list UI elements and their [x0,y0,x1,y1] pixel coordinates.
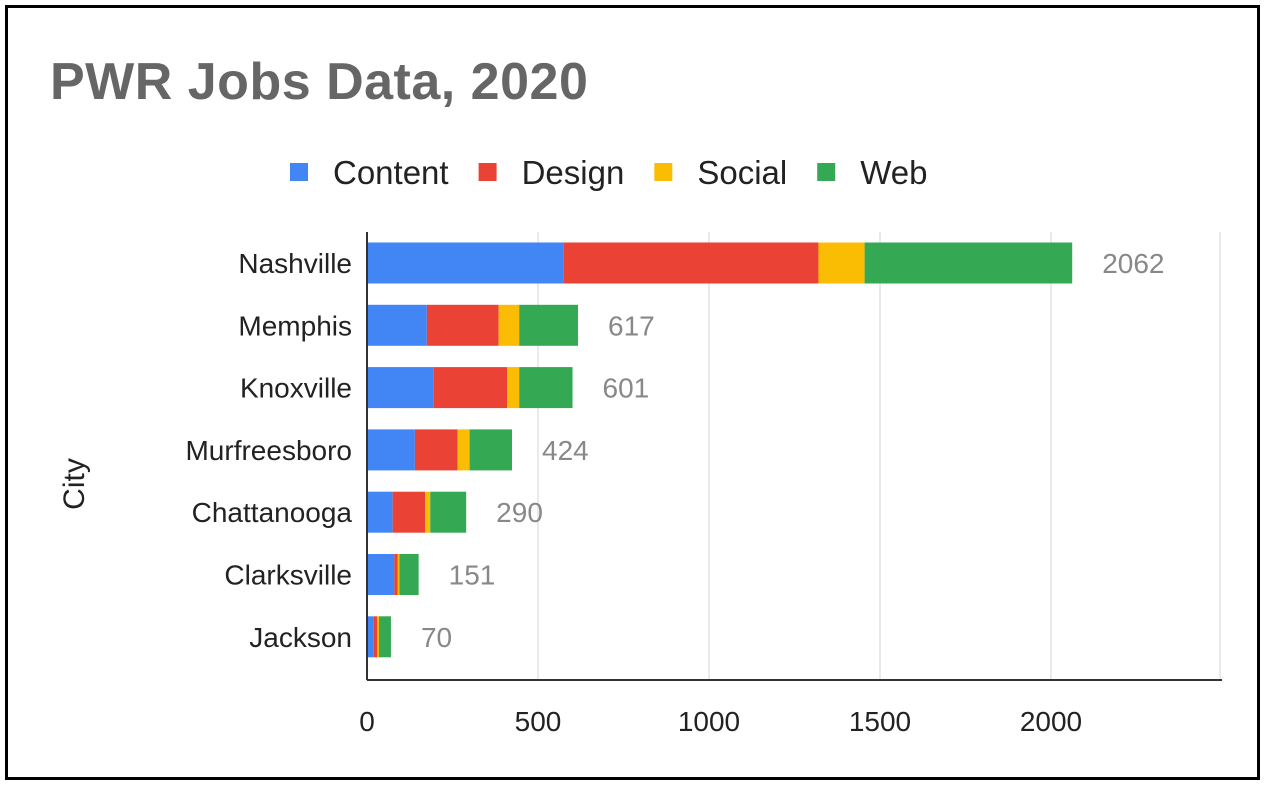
total-label: 617 [608,310,655,341]
legend: Content Design Social Web [290,154,927,191]
category-label: Murfreesboro [185,435,352,466]
bar-segment-web-murfreesboro [469,429,513,471]
bar-segment-social-knoxville [507,367,520,409]
bar-segment-web-chattanooga [430,491,467,533]
total-label: 70 [421,622,452,653]
legend-swatch-design [478,163,497,181]
legend-label: Social [697,154,787,191]
legend-swatch-content [290,163,308,181]
bar-segment-design-knoxville [433,367,508,409]
chart-title: PWR Jobs Data, 2020 [50,53,589,111]
total-label: 290 [496,497,543,528]
bar-segment-content-murfreesboro [367,429,415,471]
bar-segment-design-jackson [373,616,378,658]
total-label: 151 [449,560,496,591]
bar-segment-design-nashville [563,242,819,284]
bar-segment-social-chattanooga [425,491,431,533]
y-axis-title: City [58,458,91,510]
bar-segment-web-nashville [864,242,1073,284]
bar-segment-web-clarksville [399,554,419,595]
x-tick-label: 1500 [849,706,911,737]
legend-label: Web [860,154,927,191]
bar-segment-design-murfreesboro [414,429,458,471]
bar-segment-web-memphis [519,304,579,346]
legend-label: Content [333,154,449,191]
bar-segment-web-jackson [378,616,391,658]
bars: 2062 Nashville 617 Memphis 601 Knoxville 424 Mu… [185,242,1165,658]
legend-swatch-social [654,163,673,181]
category-label: Knoxville [240,373,352,404]
legend-label: Design [522,154,625,191]
bar-segment-content-nashville [367,242,564,284]
bar-segment-content-knoxville [367,367,434,409]
category-label: Chattanooga [192,497,353,528]
x-tick-label: 500 [515,706,562,737]
x-tick-label: 1000 [678,706,740,737]
category-label: Jackson [249,622,352,653]
legend-swatch-web [817,163,836,181]
gridlines [537,232,1221,680]
x-tick-label: 2000 [1020,706,1082,737]
total-label: 601 [603,373,650,404]
bar-segment-social-murfreesboro [457,429,470,471]
bar-segment-social-memphis [498,304,520,346]
bar-segment-social-jackson [377,616,379,658]
bar-segment-web-knoxville [519,367,573,409]
category-label: Clarksville [224,560,352,591]
x-tick-label: 0 [359,706,375,737]
total-label: 424 [542,435,589,466]
axes: 0 500 1000 1500 2000 [359,232,1222,737]
bar-segment-design-chattanooga [392,491,426,533]
bar-segment-content-clarksville [367,554,395,595]
bar-segment-design-clarksville [394,554,398,595]
bar-segment-content-jackson [367,616,374,658]
bar-segment-social-nashville [818,242,865,284]
category-label: Memphis [238,310,352,341]
bar-segment-design-memphis [426,304,499,346]
bar-segment-content-chattanooga [367,491,393,533]
total-label: 2062 [1102,248,1164,279]
bar-segment-social-clarksville [397,554,400,595]
bar-segment-content-memphis [367,304,427,346]
category-label: Nashville [238,248,352,279]
